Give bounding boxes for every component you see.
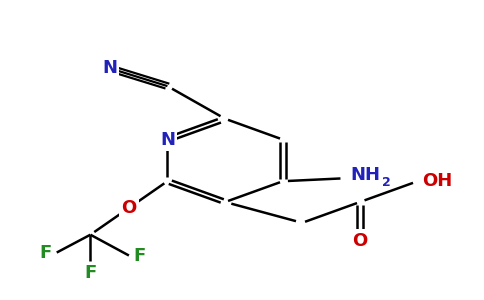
Text: 2: 2 — [381, 176, 390, 189]
Text: NH: NH — [350, 166, 380, 184]
Text: F: F — [134, 247, 146, 265]
Text: O: O — [352, 232, 367, 250]
Text: F: F — [40, 244, 52, 262]
Text: N: N — [102, 59, 117, 77]
Text: N: N — [160, 130, 175, 148]
Text: O: O — [121, 199, 136, 217]
Text: OH: OH — [423, 172, 453, 190]
Text: F: F — [84, 264, 96, 282]
